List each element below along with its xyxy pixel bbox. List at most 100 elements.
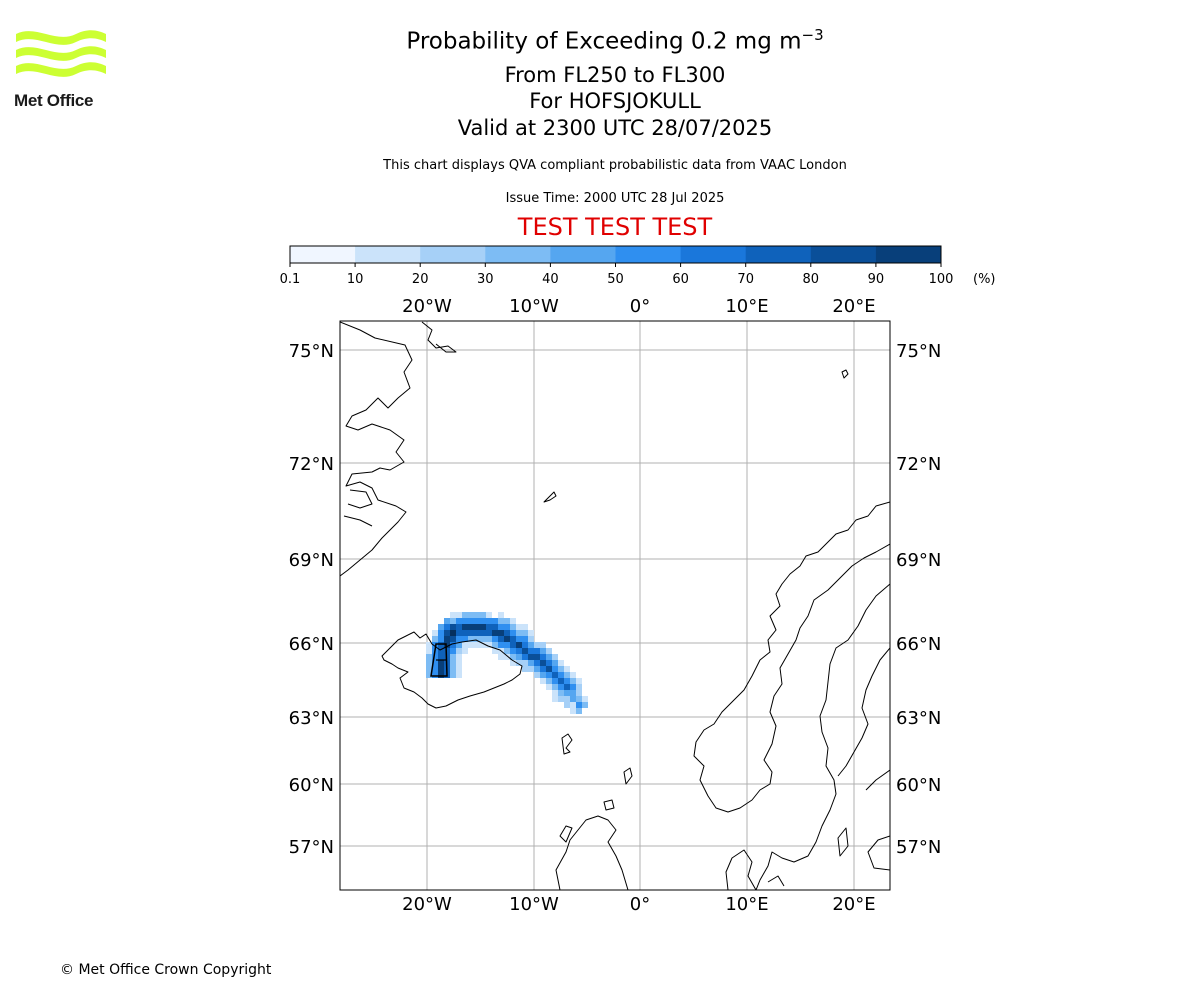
source-region xyxy=(430,643,448,677)
colorbar-swatch xyxy=(420,246,486,263)
plume-cell xyxy=(486,636,492,642)
plume-cell xyxy=(492,630,498,636)
colorbar-swatch xyxy=(615,246,682,263)
colorbar-tick-label: 50 xyxy=(607,272,624,287)
plume-cell xyxy=(456,612,462,618)
coast-danish-islands xyxy=(767,875,785,887)
plume-cell xyxy=(558,678,564,684)
plume-cell xyxy=(486,630,492,636)
colorbar-swatch xyxy=(550,246,616,263)
plume-cell xyxy=(444,636,450,642)
plume-cell xyxy=(504,624,510,630)
colorbar-swatch xyxy=(810,246,877,263)
plume-cell xyxy=(426,642,432,648)
plume-cell xyxy=(558,684,564,690)
colorbar-tick-label: 70 xyxy=(737,272,754,287)
coast-finland-south xyxy=(865,769,890,791)
colorbar-tick-label: 30 xyxy=(477,272,494,287)
plume-cell xyxy=(462,630,468,636)
plume-cell xyxy=(528,660,534,666)
plume-cell xyxy=(438,660,444,666)
plume-cell xyxy=(558,666,564,672)
plume-cell xyxy=(486,618,492,624)
plume-cell xyxy=(450,624,456,630)
plume-cell xyxy=(462,612,468,618)
plume-cell xyxy=(486,624,492,630)
plume-cell xyxy=(462,618,468,624)
plume-cell xyxy=(480,624,486,630)
plume-cell xyxy=(492,636,498,642)
colorbar-swatches xyxy=(290,246,942,263)
plume-cell xyxy=(516,624,522,630)
coast-jan-mayen xyxy=(543,491,557,503)
probability-colorbar: 0.1 10 20 30 40 50 60 70 80 90 100 (%) xyxy=(280,245,996,287)
coast-bear-island xyxy=(841,369,849,379)
plume-cell xyxy=(474,630,480,636)
right-lat-label: 66°N xyxy=(896,634,941,655)
colorbar-swatch xyxy=(290,246,356,263)
plume-cell xyxy=(468,636,474,642)
plume-cell xyxy=(546,672,552,678)
plume-cell xyxy=(438,672,444,678)
plume-cell xyxy=(504,618,510,624)
plume-cell xyxy=(570,696,576,702)
plume-cell xyxy=(510,642,516,648)
top-lon-label: 20°E xyxy=(832,296,875,317)
plume-cell xyxy=(528,636,534,642)
top-lon-label: 10°W xyxy=(509,296,559,317)
plume-cell xyxy=(450,636,456,642)
plume-cell xyxy=(564,702,570,708)
coast-scotland xyxy=(555,815,629,890)
plume-cell xyxy=(492,642,498,648)
plume-cell xyxy=(540,642,546,648)
plume-cell xyxy=(498,654,504,660)
bottom-lon-label: 0° xyxy=(630,894,650,915)
plume-cell xyxy=(570,702,576,708)
coast-orkney xyxy=(603,799,615,811)
plume-cell xyxy=(516,660,522,666)
plume-cell xyxy=(558,696,564,702)
plume-cell xyxy=(426,660,432,666)
plume-cell xyxy=(570,708,576,714)
coast-sweden xyxy=(755,583,890,890)
plume-cell xyxy=(426,666,432,672)
plume-cell xyxy=(552,678,558,684)
plume-cell xyxy=(516,654,522,660)
plume-cell xyxy=(462,624,468,630)
plume-cell xyxy=(432,666,438,672)
graticule xyxy=(340,321,890,890)
plume-cell xyxy=(468,630,474,636)
plume-cell xyxy=(522,660,528,666)
coastlines xyxy=(340,321,890,890)
coast-baltic xyxy=(837,647,890,777)
chart-title: Probability of Exceeding 0.2 mg m−3 xyxy=(0,26,1200,55)
plume-cell xyxy=(450,654,456,660)
logo-waves xyxy=(16,30,106,77)
right-lat-label: 57°N xyxy=(896,837,941,858)
plume-cell xyxy=(444,630,450,636)
plume-cell xyxy=(510,654,516,660)
plume-cell xyxy=(534,672,540,678)
plume-cell xyxy=(432,630,438,636)
plume-cell xyxy=(456,660,462,666)
left-lat-label: 66°N xyxy=(289,634,334,655)
plume-cell xyxy=(534,648,540,654)
colorbar-tick-label: 20 xyxy=(412,272,429,287)
plume-cell xyxy=(456,648,462,654)
plume-cell xyxy=(492,624,498,630)
plume-cell xyxy=(516,630,522,636)
coast-iceland xyxy=(381,631,523,709)
plume-cell xyxy=(522,636,528,642)
plume-cell xyxy=(576,708,582,714)
plume-cell xyxy=(426,672,432,678)
plume-cell xyxy=(492,618,498,624)
plume-cell xyxy=(498,642,504,648)
logo-wordmark: Met Office xyxy=(14,91,94,110)
plume-cell xyxy=(522,666,528,672)
plume-cell xyxy=(564,678,570,684)
plume-cell xyxy=(468,642,474,648)
plume-cell xyxy=(450,612,456,618)
plume-cell xyxy=(444,618,450,624)
plume-cell xyxy=(456,666,462,672)
